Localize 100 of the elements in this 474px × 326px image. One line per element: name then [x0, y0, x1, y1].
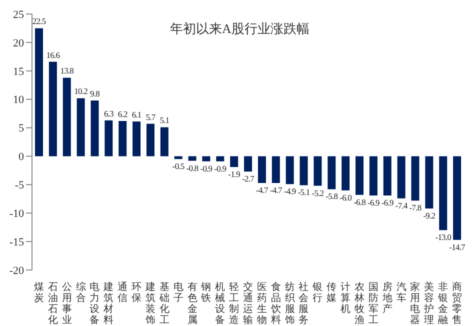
bar [411, 156, 420, 201]
data-label: 5.7 [146, 112, 156, 122]
data-label: -6.9 [381, 197, 394, 208]
y-tick-label: 20 [13, 37, 24, 50]
bar [314, 156, 322, 186]
x-tick-label: 汽车 [396, 281, 406, 304]
y-tick-label: 0 [18, 151, 24, 164]
x-tick-label: 非银金融 [437, 281, 448, 326]
data-label: -6.8 [354, 196, 366, 207]
x-tick-label: 社会服务 [298, 281, 309, 326]
x-tick-label: 石油石化 [48, 282, 58, 326]
y-tick-label: -10 [9, 208, 24, 220]
bar [453, 156, 462, 240]
bar [90, 100, 99, 156]
bar [286, 156, 294, 184]
y-tick-label: -5 [14, 180, 24, 192]
bar [230, 156, 238, 168]
x-tick-label: 食品饮料 [270, 281, 281, 326]
data-label: 5.1 [160, 115, 170, 126]
bar [369, 156, 378, 196]
x-tick-label: 钢铁 [200, 282, 212, 304]
bar [397, 156, 406, 198]
data-label: -4.7 [256, 184, 268, 195]
x-tick-label: 国防军工 [368, 282, 378, 326]
x-tick-label: 基础化工 [158, 281, 170, 326]
data-label: -0.9 [200, 163, 212, 174]
bar [356, 156, 364, 195]
x-tick-label: 电子 [173, 281, 184, 304]
data-label: 9.8 [90, 88, 100, 98]
data-label: -9.2 [423, 210, 436, 221]
bar [328, 156, 336, 190]
y-tick-label: 5 [18, 122, 24, 135]
data-label: -6.9 [368, 197, 380, 208]
x-tick-label: 美容护理 [423, 281, 434, 326]
x-tick-label: 房地产 [381, 281, 392, 315]
data-label: -5.8 [326, 191, 338, 202]
x-tick-label: 银行 [312, 282, 323, 304]
x-tick-label: 机械设备 [215, 281, 226, 326]
data-label: -2.7 [242, 174, 254, 184]
bar [216, 156, 224, 162]
x-tick-label: 计算机 [340, 281, 351, 315]
x-tick-label: 商贸零售 [452, 281, 462, 326]
x-tick-label: 建筑装饰 [144, 281, 156, 326]
x-tick-label: 煤炭 [34, 281, 44, 304]
bar [258, 156, 266, 183]
data-label: -13.0 [435, 232, 452, 242]
bar [244, 156, 252, 172]
data-label: 13.8 [60, 66, 74, 76]
bar [383, 156, 392, 196]
data-label: 22.5 [32, 16, 46, 26]
x-tick-label: 家用电器 [410, 281, 420, 326]
bar [48, 62, 57, 156]
data-label: 6.3 [104, 108, 114, 118]
bar [439, 156, 448, 230]
data-label: 16.6 [46, 50, 60, 60]
bar [132, 122, 141, 156]
data-label: -7.8 [409, 202, 422, 213]
y-tick-label: 25 [13, 8, 24, 21]
data-label: -0.5 [172, 161, 184, 172]
bar [76, 98, 85, 156]
x-tick-label: 综合 [76, 281, 86, 304]
data-label: 6.2 [118, 108, 128, 119]
x-tick-label: 公用事业 [62, 281, 72, 326]
x-tick-label: 传媒 [326, 282, 337, 304]
x-tick-label: 电力设备 [90, 281, 100, 326]
data-label: -1.9 [228, 169, 240, 180]
data-label: -6.0 [340, 192, 352, 202]
data-label: -14.7 [449, 242, 466, 252]
data-label: -0.9 [214, 163, 226, 174]
bar [118, 120, 127, 156]
bar [425, 156, 434, 209]
x-tick-label: 建筑材料 [102, 281, 114, 326]
x-tick-label: 纺织服饰 [284, 281, 295, 326]
x-tick-label: 环保 [132, 282, 142, 304]
bar [35, 28, 43, 156]
x-tick-label: 轻工制造 [229, 281, 240, 326]
data-label: -0.8 [186, 162, 198, 173]
bar [188, 156, 196, 161]
x-tick-label: 医药生物 [256, 282, 267, 326]
bar [174, 156, 182, 160]
bar [202, 156, 210, 162]
x-tick-label: 有色金属 [187, 281, 198, 326]
bar [160, 127, 168, 156]
y-tick-label: 15 [13, 66, 24, 78]
y-tick-label: 10 [13, 94, 24, 106]
y-tick-label: -15 [9, 236, 24, 248]
text: 年初以来A股行业涨跌幅 [170, 20, 310, 38]
bar [62, 78, 71, 156]
data-label: -4.7 [270, 184, 282, 195]
data-label: 6.1 [132, 110, 142, 120]
data-label: -5.1 [298, 187, 310, 198]
data-label: -4.9 [284, 186, 296, 196]
bar [342, 156, 350, 190]
y-tick-label: -20 [9, 264, 24, 277]
data-label: -7.4 [395, 200, 408, 210]
data-label: 10.2 [74, 86, 88, 96]
bar [104, 120, 113, 156]
bar [146, 124, 154, 156]
data-label: -5.2 [312, 188, 324, 198]
bar [300, 156, 308, 186]
